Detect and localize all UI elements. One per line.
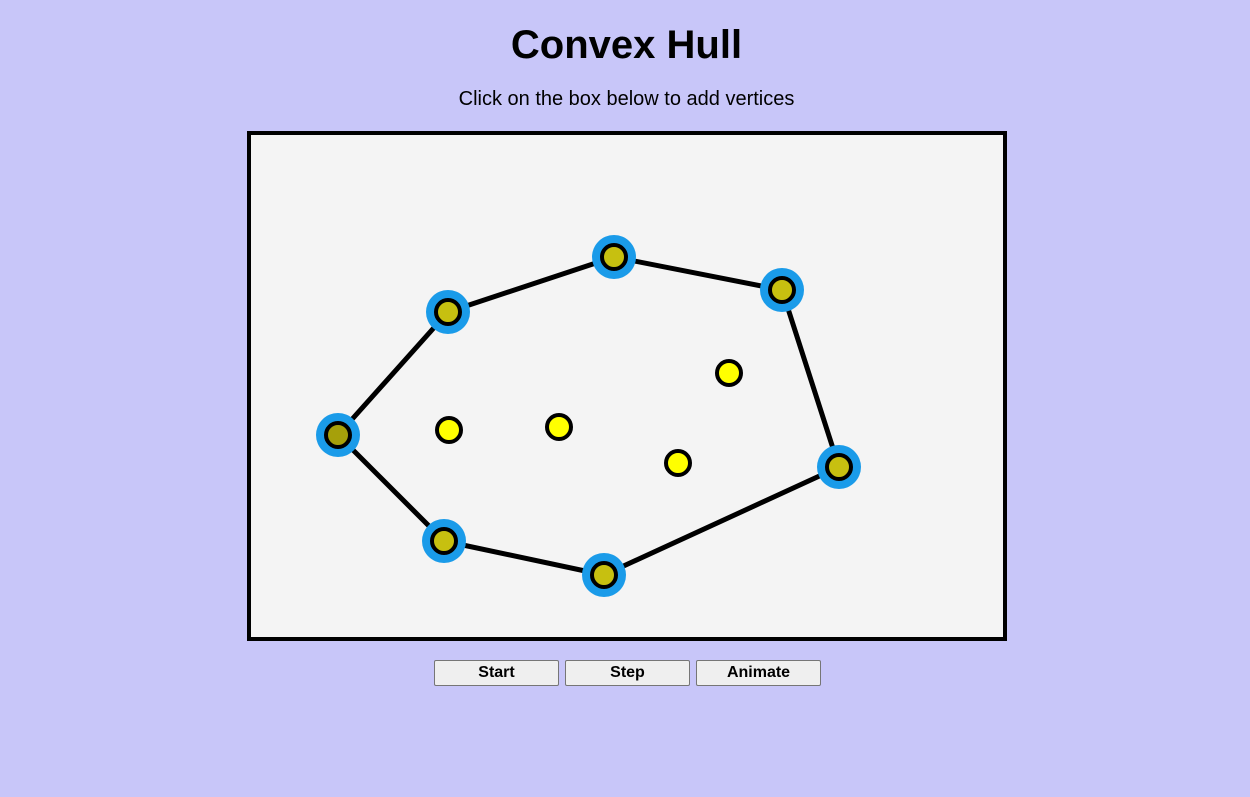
hull-vertex [426,290,470,334]
hull-edge [611,254,785,293]
hull-vertex [422,519,466,563]
vertex-dot [664,449,692,477]
vertex-dot [825,453,853,481]
hull-vertex [760,268,804,312]
interior-vertex [715,359,743,387]
hull-edge [445,254,617,315]
vertex-dot [545,413,573,441]
instructions-text: Click on the box below to add vertices [458,88,795,110]
animate-button[interactable]: Animate [696,660,821,686]
interior-vertex [435,416,463,444]
hull-edge [779,287,842,470]
hull-vertex [582,553,626,597]
vertex-dot [768,276,796,304]
vertices [316,235,861,597]
hull-drawing [316,235,861,597]
vertex-dot [435,416,463,444]
step-button[interactable]: Step [565,660,690,686]
interior-vertex [545,413,573,441]
hull-edge [335,309,451,438]
hull-edge [441,538,607,578]
interior-vertex [664,449,692,477]
hull-vertex [316,413,360,457]
hull-vertex [592,235,636,279]
vertex-dot [590,561,618,589]
vertex-dot [434,298,462,326]
hull-vertex [817,445,861,489]
page-title: Convex Hull [510,23,743,67]
controls-bar: Start Step Animate [434,660,821,686]
hull-edge [601,464,842,578]
hull-edge [335,432,447,544]
hull-edges [335,254,842,578]
vertex-dot [324,421,352,449]
vertex-dot [600,243,628,271]
vertex-canvas[interactable] [247,131,1007,641]
vertex-dot [430,527,458,555]
vertex-dot [715,359,743,387]
start-button[interactable]: Start [434,660,559,686]
